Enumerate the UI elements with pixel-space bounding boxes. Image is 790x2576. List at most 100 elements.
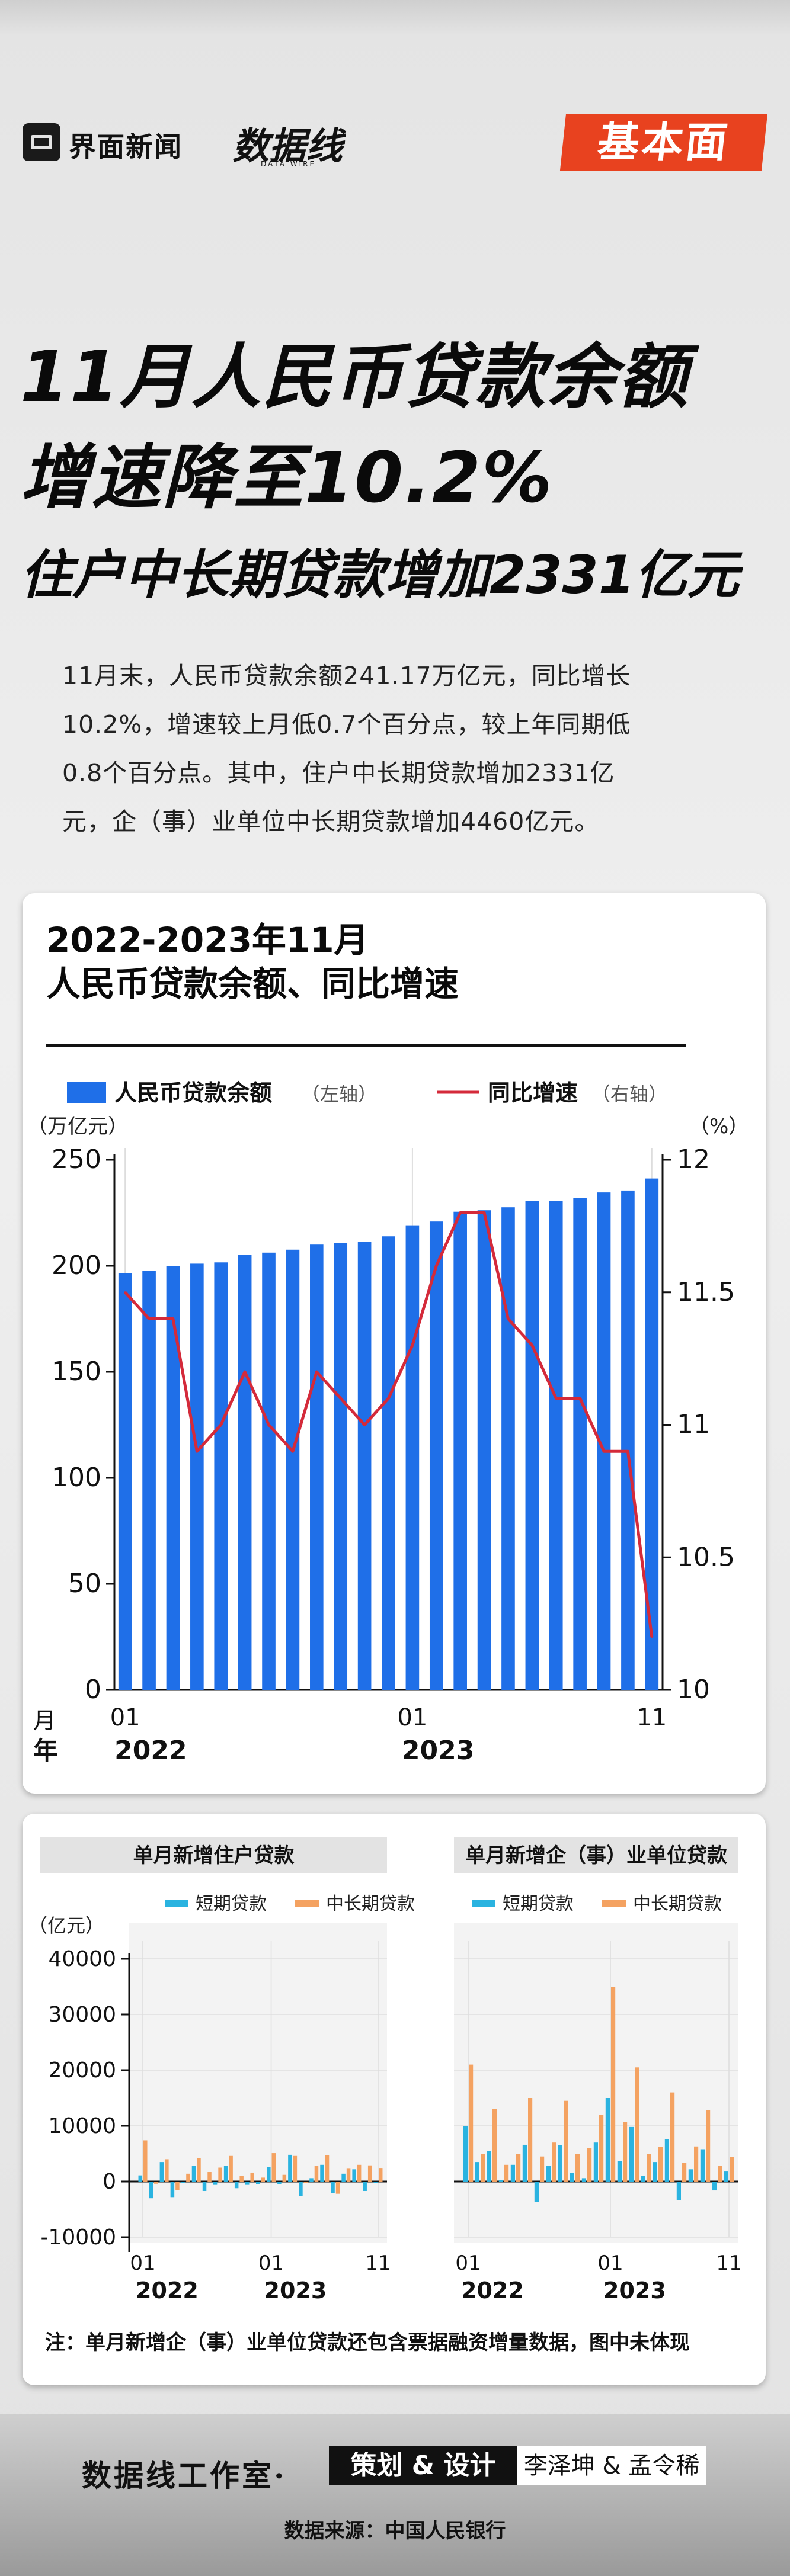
- panel-header-bg: [40, 1837, 387, 1873]
- loan-balance-bar: [357, 1242, 372, 1690]
- x-axis-month-label: 月: [33, 1708, 56, 1734]
- long-term-loan-bar: [378, 2168, 383, 2182]
- x-tick-label: 01: [455, 2251, 481, 2275]
- long-term-loan-bar: [143, 2140, 148, 2182]
- long-term-loan-bar: [197, 2158, 201, 2182]
- main-chart: 人民币贷款余额 （左轴） 同比增速 （右轴） （万亿元） （%） 0 50 100 150 200 2…: [27, 1080, 749, 1766]
- loan-balance-bar: [334, 1243, 348, 1690]
- headline-line-3: 住户中长期贷款增加2331亿元: [20, 544, 739, 605]
- short-term-loan-bar: [223, 2166, 228, 2182]
- intro-line: 元，企（事）业单位中长期贷款增加4460亿元。: [62, 807, 600, 836]
- long-term-loan-bar: [271, 2153, 276, 2182]
- right-tick-label: 11.5: [677, 1277, 735, 1307]
- brand-name: 界面新闻: [69, 131, 183, 163]
- loan-balance-bar: [166, 1266, 180, 1690]
- long-term-loan-bar: [670, 2092, 675, 2182]
- long-term-loan-bar: [357, 2164, 362, 2182]
- long-term-loan-bar: [706, 2110, 711, 2182]
- long-term-loan-bar: [229, 2155, 233, 2182]
- short-term-loan-bar: [712, 2182, 717, 2191]
- short-term-loan-bar: [170, 2182, 175, 2198]
- left-tick-label: 200: [52, 1250, 101, 1281]
- right-tick-label: 10.5: [677, 1542, 735, 1572]
- panel-title: 单月新增住户贷款: [133, 1844, 295, 1868]
- short-term-loan-bar: [213, 2182, 218, 2185]
- main-chart-title-line1: 2022-2023年11月: [46, 920, 369, 960]
- short-term-loan-bar: [487, 2151, 491, 2182]
- yoy-growth-point: [292, 1450, 294, 1452]
- yoy-growth-point: [579, 1397, 581, 1400]
- short-term-loan-bar: [373, 2182, 378, 2183]
- yoy-growth-point: [340, 1397, 342, 1400]
- headline-line-2: 增速降至10.2%: [20, 437, 554, 518]
- long-term-loan-bar: [587, 2148, 592, 2182]
- legend-label-line: 同比增速: [488, 1080, 578, 1106]
- short-term-loan-bar: [288, 2154, 292, 2182]
- loan-balance-bar: [238, 1255, 252, 1690]
- y-tick-label: -10000: [40, 2225, 116, 2250]
- short-term-loan-bar: [605, 2098, 610, 2182]
- long-term-loan-bar: [186, 2173, 190, 2182]
- short-term-loan-bar: [546, 2166, 551, 2182]
- footer: [0, 2414, 790, 2576]
- long-term-loan-bar: [282, 2174, 287, 2182]
- data-wire-logo-en: DATA WIRE: [261, 160, 316, 168]
- legend-swatch-long: [295, 1900, 319, 1907]
- intro-line: 10.2%，增速较上月低0.7个百分点，较上年同期低: [62, 710, 631, 739]
- short-term-loan-bar: [320, 2164, 324, 2182]
- short-term-loan-bar: [510, 2164, 515, 2182]
- loan-balance-bar: [405, 1225, 420, 1690]
- right-tick-label: 11: [677, 1410, 710, 1440]
- headline-line-1: 11月人民币贷款余额: [20, 336, 689, 418]
- legend-swatch-short: [472, 1900, 495, 1907]
- short-term-loan-bar: [245, 2182, 250, 2185]
- short-term-loan-bar: [277, 2182, 282, 2184]
- long-term-loan-bar: [564, 2100, 568, 2182]
- yoy-growth-point: [626, 1450, 629, 1452]
- x-tick-label: 01: [397, 1704, 427, 1731]
- yoy-growth-point: [172, 1318, 174, 1320]
- intro-line: 0.8个百分点。其中，住户中长期贷款增加2331亿: [62, 759, 615, 787]
- loan-balance-bar: [190, 1263, 204, 1690]
- x-year-label: 2023: [264, 2277, 327, 2304]
- short-term-loan-bar: [234, 2182, 239, 2189]
- long-term-loan-bar: [599, 2115, 604, 2182]
- section-tag: 基本面: [559, 114, 768, 171]
- long-term-loan-bar: [658, 2147, 663, 2182]
- short-term-loan-bar: [724, 2171, 728, 2182]
- yoy-growth-point: [268, 1424, 270, 1426]
- y-axis-unit: （亿元）: [28, 1914, 104, 1937]
- left-tick-label: 150: [52, 1356, 101, 1387]
- legend-swatch-bar: [67, 1082, 106, 1103]
- long-term-loan-bar: [325, 2155, 330, 2182]
- short-term-loan-bar: [700, 2149, 705, 2182]
- right-tick-label: 10: [677, 1674, 710, 1705]
- short-term-loan-bar: [522, 2144, 527, 2182]
- long-term-loan-bar: [175, 2182, 180, 2190]
- main-chart-title-line2: 人民币贷款余额、同比增速: [46, 964, 459, 1004]
- intro-line: 11月末，人民币贷款余额241.17万亿元，同比增长: [62, 662, 631, 690]
- x-year-label: 2023: [603, 2277, 666, 2304]
- loan-balance-bar: [118, 1273, 132, 1690]
- yoy-growth-point: [459, 1212, 462, 1214]
- yoy-growth-point: [220, 1424, 222, 1426]
- short-term-loan-bar: [256, 2182, 260, 2184]
- panel-header-bg: [454, 1837, 738, 1873]
- yoy-growth-point: [411, 1344, 414, 1346]
- x-tick-label: 01: [597, 2251, 623, 2275]
- loan-balance-bar: [142, 1271, 156, 1690]
- panel-plot-bg: [454, 1923, 738, 2243]
- long-term-loan-bar: [694, 2146, 699, 2182]
- jiemian-logo-icon: [23, 123, 60, 161]
- yoy-growth-point: [507, 1318, 509, 1320]
- studio-name: 数据线工作室·: [82, 2458, 287, 2493]
- yoy-growth-point: [315, 1371, 318, 1373]
- main-chart-title: 2022-2023年11月 人民币贷款余额、同比增速: [46, 918, 459, 1006]
- short-term-loan-bar: [463, 2126, 468, 2182]
- yoy-growth-point: [196, 1450, 198, 1452]
- data-source: 数据来源：中国人民银行: [284, 2519, 506, 2543]
- credit-names: 李泽坤 & 孟令稀: [517, 2446, 706, 2485]
- short-term-loan-bar: [653, 2162, 657, 2182]
- y-tick-label: 0: [103, 2170, 116, 2194]
